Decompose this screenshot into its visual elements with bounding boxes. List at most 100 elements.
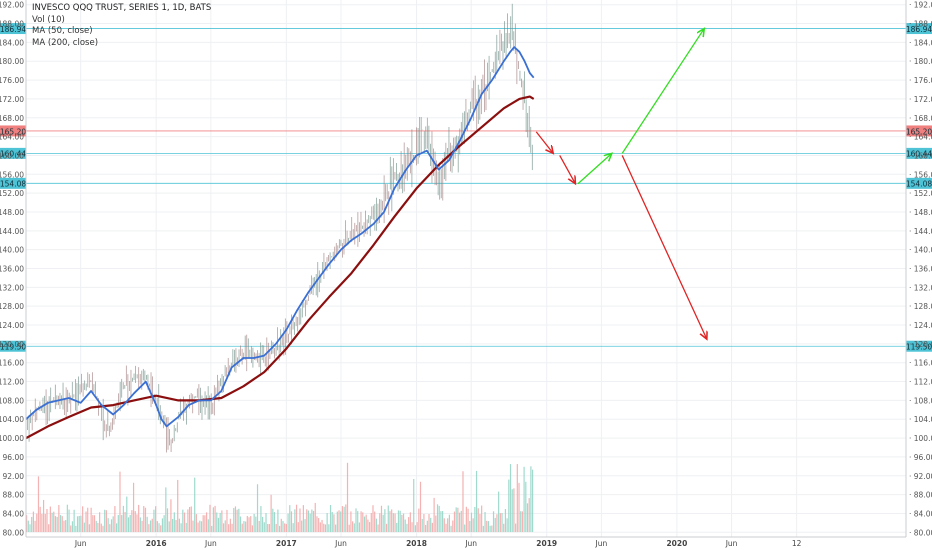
volume-bar xyxy=(333,514,335,532)
volume-bar xyxy=(158,523,160,532)
y-tick-label-right: · 112.00 xyxy=(909,378,932,387)
x-tick-label: Jun xyxy=(74,539,87,548)
volume-bar xyxy=(433,497,435,532)
volume-bar xyxy=(445,523,447,532)
volume-bar xyxy=(421,519,423,532)
y-tick-label-right: · 124.00 xyxy=(909,321,932,330)
y-tick-label-right: · 88.00 xyxy=(909,491,932,500)
volume-bar xyxy=(44,513,46,532)
volume-bar xyxy=(216,512,218,532)
volume-bar xyxy=(301,520,303,532)
volume-bar xyxy=(450,525,452,532)
volume-bar xyxy=(199,520,201,532)
volume-bar xyxy=(482,525,484,532)
volume-bar xyxy=(440,511,442,532)
volume-bar xyxy=(385,523,388,532)
level-tag xyxy=(0,147,26,159)
volume-bar xyxy=(374,511,376,532)
x-tick-label: 2016 xyxy=(146,539,167,548)
projection-arrow xyxy=(535,131,553,153)
volume-bar xyxy=(391,509,393,532)
volume-bar xyxy=(212,507,214,532)
volume-bar xyxy=(331,512,333,532)
volume-bar xyxy=(426,520,428,532)
y-tick-label-right: · 108.00 xyxy=(909,396,932,405)
volume-bar xyxy=(368,522,371,532)
volume-bar xyxy=(211,525,213,532)
x-tick-label: Jun xyxy=(334,539,347,548)
y-tick-label-left: 164.00 xyxy=(0,133,24,142)
volume-bar xyxy=(127,517,130,532)
volume-bar xyxy=(61,516,63,532)
level-tag xyxy=(0,177,26,189)
volume-bar xyxy=(353,523,355,532)
volume-bar xyxy=(107,518,109,532)
volume-bar xyxy=(93,515,96,532)
volume-bar xyxy=(97,522,99,532)
projection-arrow xyxy=(621,29,704,154)
volume-bar xyxy=(56,516,58,532)
volume-bar xyxy=(272,508,274,532)
volume-bar xyxy=(253,513,255,532)
legend-ma50: MA (50, close) xyxy=(32,26,93,36)
level-label: 186.94 xyxy=(0,25,26,34)
volume-bar xyxy=(363,516,366,532)
volume-bar xyxy=(73,509,75,532)
volume-bar xyxy=(173,512,175,532)
volume-bar xyxy=(396,522,398,532)
volume-bar xyxy=(110,519,113,532)
volume-bar xyxy=(447,518,449,532)
volume-bar xyxy=(105,510,108,532)
level-tag xyxy=(906,340,932,352)
volume-bar xyxy=(460,510,462,532)
y-tick-label-left: 152.00 xyxy=(0,189,24,198)
projection-arrow xyxy=(577,153,612,185)
volume-bar xyxy=(234,506,237,532)
volume-bar xyxy=(530,466,532,532)
legend-vol: Vol (10) xyxy=(32,14,65,25)
volume-bar xyxy=(307,510,310,532)
volume-bar xyxy=(29,524,31,532)
y-tick-label-left: 92.00 xyxy=(3,472,25,481)
volume-bar xyxy=(219,512,221,532)
x-tick-label: Jun xyxy=(204,539,217,548)
y-tick-label-left: 112.00 xyxy=(0,378,24,387)
y-tick-label-left: 136.00 xyxy=(0,265,24,274)
volume-bar xyxy=(329,505,332,532)
volume-bar xyxy=(365,514,367,532)
volume-bar xyxy=(109,524,111,532)
volume-bar xyxy=(163,515,165,532)
volume-bar xyxy=(95,520,97,532)
volume-bar xyxy=(207,519,209,532)
x-tick-label: Jun xyxy=(595,539,608,548)
price-series xyxy=(25,3,533,453)
volume-bar xyxy=(531,469,534,532)
y-tick-label-left: 128.00 xyxy=(0,302,24,311)
volume-bar xyxy=(357,511,359,532)
volume-bar xyxy=(525,481,527,532)
volume-bar xyxy=(251,525,254,532)
volume-bar xyxy=(126,496,128,532)
volume-bar xyxy=(384,509,386,532)
volume-bar xyxy=(151,518,153,532)
volume-bar xyxy=(32,511,34,532)
volume-bar xyxy=(233,508,235,532)
volume-bar xyxy=(350,511,352,532)
volume-bar xyxy=(217,517,220,532)
volume-bar xyxy=(448,514,450,532)
volume-bar xyxy=(280,518,282,532)
volume-bar xyxy=(336,511,338,532)
volume-bar xyxy=(187,509,189,532)
volume-bar xyxy=(258,520,260,532)
volume-bar xyxy=(172,518,174,532)
volume-bar xyxy=(260,506,262,532)
level-label: 165.20 xyxy=(0,127,26,136)
chart-legend: INVESCO QQQ TRUST, SERIES 1, 1D, BATS Vo… xyxy=(32,3,211,49)
volume-bar xyxy=(498,491,500,532)
volume-bar xyxy=(180,523,182,532)
horizontal-levels: 186.94 186.94 165.20 165.20 160.44 160.44 154.… xyxy=(0,23,932,352)
y-tick-label-right: · 148.00 xyxy=(909,208,932,217)
y-tick-label-right: · 116.00 xyxy=(909,359,932,368)
